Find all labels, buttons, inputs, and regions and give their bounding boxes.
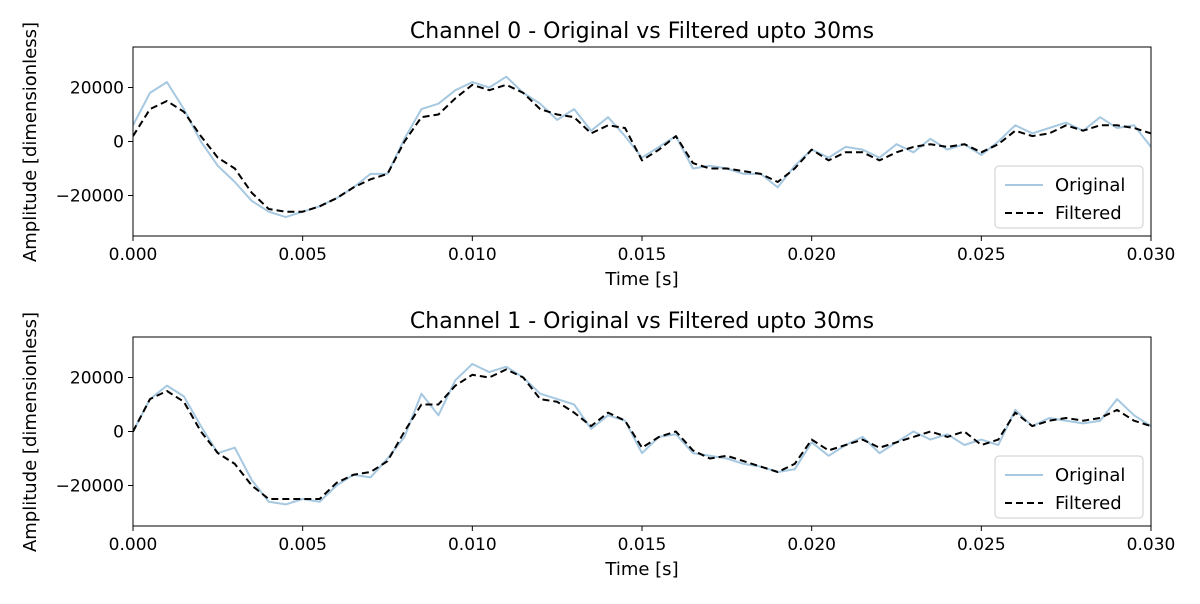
- legend-label: Original: [1055, 175, 1125, 196]
- x-tick-label: 0.015: [618, 245, 667, 265]
- y-axis-label: Amplitude [dimensionless]: [20, 312, 41, 552]
- x-tick-label: 0.020: [787, 245, 836, 265]
- x-tick-label: 0.005: [278, 535, 327, 555]
- y-tick-label: 20000: [70, 79, 124, 99]
- y-tick-label: 0: [113, 423, 124, 443]
- y-axis-label: Amplitude [dimensionless]: [20, 22, 41, 262]
- x-tick-label: 0.000: [109, 245, 158, 265]
- legend: Original Filtered: [994, 455, 1144, 519]
- x-tick-label: 0.025: [957, 245, 1006, 265]
- legend: Original Filtered: [994, 165, 1144, 229]
- x-tick-label: 0.030: [1127, 245, 1176, 265]
- chart-title: Channel 1 - Original vs Filtered upto 30…: [410, 309, 874, 334]
- x-tick-label: 0.015: [618, 535, 667, 555]
- y-tick-label: −20000: [56, 187, 124, 207]
- chart-panel-channel-1: Channel 1 - Original vs Filtered upto 30…: [20, 309, 1175, 580]
- series-line-filtered: [133, 83, 1151, 213]
- legend-label: Filtered: [1055, 493, 1122, 514]
- x-axis-label: Time [s]: [604, 559, 678, 580]
- x-tick-label: 0.025: [957, 535, 1006, 555]
- legend-label: Original: [1055, 465, 1125, 486]
- x-tick-label: 0.010: [448, 535, 497, 555]
- series-line-original: [133, 363, 1151, 506]
- x-tick-label: 0.030: [1127, 535, 1176, 555]
- x-axis-label: Time [s]: [604, 269, 678, 290]
- chart-panel-channel-0: Channel 0 - Original vs Filtered upto 30…: [20, 19, 1175, 290]
- legend-label: Filtered: [1055, 203, 1122, 224]
- y-tick-label: 0: [113, 133, 124, 153]
- x-tick-label: 0.000: [109, 535, 158, 555]
- x-tick-label: 0.005: [278, 245, 327, 265]
- x-tick-label: 0.010: [448, 245, 497, 265]
- chart-title: Channel 0 - Original vs Filtered upto 30…: [410, 19, 874, 44]
- x-tick-label: 0.020: [787, 535, 836, 555]
- y-tick-label: −20000: [56, 477, 124, 497]
- y-tick-label: 20000: [70, 369, 124, 389]
